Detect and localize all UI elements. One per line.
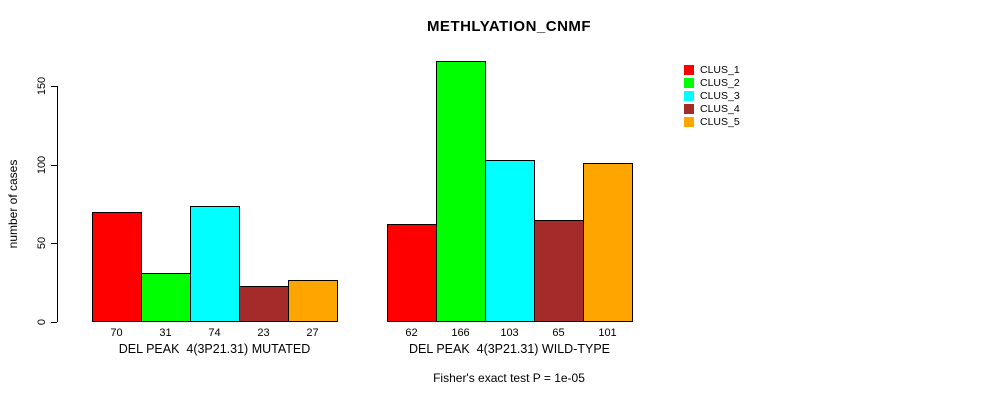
legend-swatch xyxy=(684,90,694,101)
bar-value-label: 62 xyxy=(405,327,418,339)
legend-swatch xyxy=(684,116,694,127)
bar xyxy=(583,163,633,322)
y-axis-line xyxy=(57,86,58,322)
legend-label: CLUS_4 xyxy=(700,102,740,115)
bar-value-label: 27 xyxy=(306,327,319,339)
chart-title: METHLYATION_CNMF xyxy=(426,18,592,35)
bar xyxy=(141,273,191,322)
bar-value-label: 65 xyxy=(552,327,565,339)
x-group-label: DEL PEAK 4(3P21.31) WILD-TYPE xyxy=(408,342,611,356)
bar xyxy=(288,279,338,322)
legend-swatch xyxy=(684,78,694,89)
legend-label: CLUS_2 xyxy=(700,77,740,90)
bar-value-label: 166 xyxy=(451,327,470,339)
bar xyxy=(92,211,142,322)
bar xyxy=(239,285,289,322)
legend-swatch xyxy=(684,65,694,76)
y-tick-label: 50 xyxy=(36,237,48,250)
legend-item: CLUS_3 xyxy=(684,90,740,103)
annotation-text: Fisher's exact test P = 1e-05 xyxy=(433,371,585,385)
y-tick-mark xyxy=(51,164,57,166)
bar-value-label: 70 xyxy=(110,327,123,339)
legend-label: CLUS_3 xyxy=(700,89,740,102)
legend-label: CLUS_1 xyxy=(700,64,740,77)
y-tick-mark xyxy=(51,243,57,245)
y-tick-label: 0 xyxy=(36,318,48,326)
bar-value-label: 103 xyxy=(500,327,519,339)
y-tick-label: 150 xyxy=(36,76,48,96)
legend-item: CLUS_2 xyxy=(684,77,740,90)
bar xyxy=(387,224,437,322)
bar xyxy=(485,159,535,322)
y-axis-label: number of cases xyxy=(6,159,20,249)
bar-value-label: 101 xyxy=(598,327,617,339)
bar xyxy=(534,219,584,322)
bar-value-label: 74 xyxy=(208,327,221,339)
bar-value-label: 31 xyxy=(159,327,172,339)
legend-swatch xyxy=(684,103,694,114)
y-tick-mark xyxy=(51,322,57,323)
legend: CLUS_1 CLUS_2 CLUS_3 CLUS_4 CLUS_5 xyxy=(684,64,740,128)
bar xyxy=(190,205,240,322)
legend-item: CLUS_1 xyxy=(684,64,740,77)
x-group-label: DEL PEAK 4(3P21.31) MUTATED xyxy=(118,342,311,356)
bar-value-label: 23 xyxy=(257,327,270,339)
legend-item: CLUS_4 xyxy=(684,102,740,115)
legend-item: CLUS_5 xyxy=(684,115,740,128)
y-tick-label: 100 xyxy=(36,155,48,174)
y-tick-mark xyxy=(51,86,57,87)
bar xyxy=(436,60,486,322)
legend-label: CLUS_5 xyxy=(700,115,740,128)
